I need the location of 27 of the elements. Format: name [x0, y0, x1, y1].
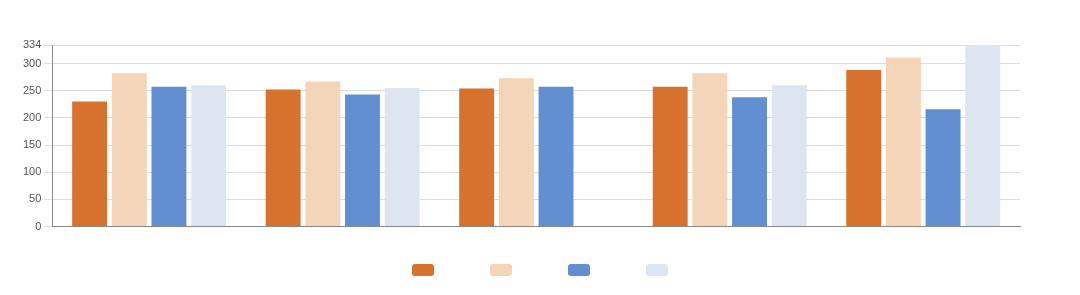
- y-tick-label: 200: [22, 110, 42, 123]
- bar: [345, 94, 380, 227]
- bar: [732, 97, 767, 227]
- y-tick-label: 150: [22, 138, 42, 151]
- y-tick-label: 300: [22, 56, 42, 69]
- bar: [538, 86, 574, 227]
- y-tick-label: 100: [22, 165, 42, 178]
- bar: [652, 86, 688, 227]
- y-tick-label: 0: [35, 219, 42, 232]
- bar: [692, 73, 728, 227]
- bar: [459, 88, 495, 227]
- bar: [191, 85, 227, 227]
- bar: [885, 57, 921, 227]
- bar: [151, 86, 187, 227]
- y-tick-label: 50: [29, 192, 42, 205]
- bar: [111, 73, 147, 227]
- y-tick-label: 334: [22, 38, 42, 51]
- bar: [384, 87, 420, 227]
- bar: [965, 45, 1001, 227]
- bar: [498, 78, 534, 227]
- bar: [72, 101, 108, 227]
- bar: [925, 109, 961, 227]
- bar: [305, 81, 341, 227]
- y-tick-label: 250: [22, 83, 42, 96]
- bar: [846, 70, 882, 227]
- bar: [265, 89, 301, 227]
- bar: [771, 85, 807, 227]
